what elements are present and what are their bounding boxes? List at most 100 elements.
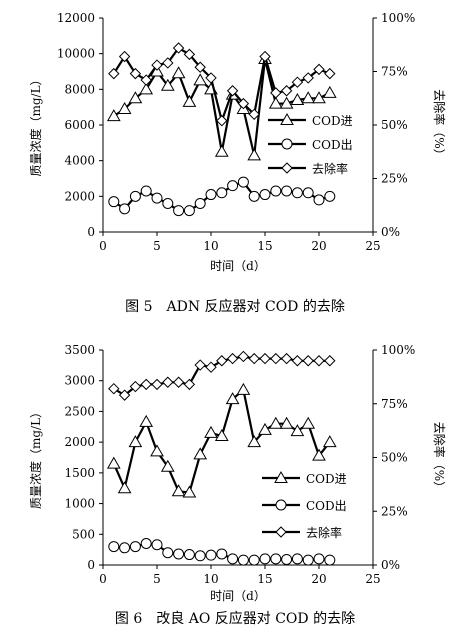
y-tick-label: 1500 bbox=[64, 466, 95, 480]
data-point bbox=[151, 539, 163, 551]
legend-marker bbox=[280, 112, 294, 125]
data-point bbox=[301, 91, 316, 104]
y2-tick-label: 100% bbox=[381, 11, 415, 25]
data-point bbox=[183, 205, 195, 217]
data-point bbox=[237, 176, 249, 188]
data-point bbox=[291, 355, 304, 367]
legend-bg bbox=[264, 159, 372, 177]
data-point bbox=[204, 425, 218, 438]
y2-tick-label: 50% bbox=[381, 451, 408, 465]
data-point bbox=[302, 355, 314, 367]
data-point bbox=[205, 361, 217, 373]
data-point bbox=[237, 97, 250, 110]
data-point bbox=[247, 148, 262, 161]
data-point bbox=[259, 553, 271, 565]
y-tick-label: 2500 bbox=[64, 404, 95, 418]
data-point bbox=[205, 72, 217, 84]
data-point bbox=[173, 548, 185, 560]
data-point bbox=[291, 553, 303, 565]
data-point bbox=[302, 187, 314, 199]
data-point bbox=[226, 85, 239, 97]
data-point bbox=[302, 554, 314, 566]
data-point bbox=[270, 185, 282, 197]
data-point bbox=[118, 50, 131, 63]
data-point bbox=[194, 61, 206, 73]
x-tick-label: 15 bbox=[257, 572, 272, 586]
data-point bbox=[106, 456, 121, 469]
data-point bbox=[129, 190, 141, 202]
data-point bbox=[128, 91, 143, 104]
data-point bbox=[117, 101, 132, 114]
data-point bbox=[205, 189, 217, 201]
legend-label: COD出 bbox=[306, 499, 347, 513]
data-point bbox=[225, 392, 240, 405]
data-point bbox=[248, 190, 260, 202]
data-point bbox=[150, 444, 164, 457]
legend-marker bbox=[281, 138, 293, 150]
data-point bbox=[139, 82, 154, 95]
data-point bbox=[171, 66, 186, 79]
y2-axis-label: 去除率（%） bbox=[432, 89, 447, 160]
data-point bbox=[268, 416, 283, 429]
data-point bbox=[227, 180, 239, 192]
data-point bbox=[106, 109, 121, 122]
legend-marker bbox=[281, 162, 293, 174]
data-point bbox=[322, 85, 337, 98]
data-point bbox=[183, 48, 196, 61]
data-point bbox=[129, 67, 142, 80]
data-point bbox=[248, 554, 260, 566]
data-point bbox=[108, 382, 120, 395]
y-tick-label: 3000 bbox=[64, 374, 95, 388]
data-point bbox=[270, 352, 282, 365]
data-point bbox=[129, 380, 142, 393]
y-tick-label: 0 bbox=[87, 225, 95, 239]
y-tick-label: 500 bbox=[72, 527, 95, 541]
data-point bbox=[214, 144, 229, 157]
data-point bbox=[172, 42, 185, 54]
data-point bbox=[281, 553, 293, 565]
data-point bbox=[129, 541, 141, 553]
data-point bbox=[248, 352, 260, 365]
y-tick-label: 0 bbox=[87, 558, 95, 572]
y2-tick-label: 0% bbox=[381, 225, 400, 239]
figure-caption: 图 6 改良 AO 反应器对 COD 的去除 bbox=[114, 611, 356, 627]
data-point bbox=[290, 93, 305, 106]
data-point bbox=[237, 350, 250, 363]
data-point bbox=[324, 554, 336, 566]
data-point bbox=[259, 50, 271, 63]
y-tick-label: 6000 bbox=[64, 118, 95, 132]
y-tick-label: 10000 bbox=[57, 47, 95, 61]
data-point bbox=[193, 447, 208, 460]
data-point bbox=[151, 59, 163, 71]
data-point bbox=[140, 378, 152, 391]
data-point bbox=[162, 197, 174, 209]
chart-adn-reactor: 0 5 10 15 20 25 0 2000 4000 6000 8000 10000 12000 0% 2… bbox=[28, 11, 447, 273]
legend-label: COD出 bbox=[312, 138, 353, 152]
data-point bbox=[322, 435, 337, 448]
y2-tick-label: 75% bbox=[381, 397, 408, 411]
y-tick-label: 4000 bbox=[64, 154, 95, 168]
data-point bbox=[279, 96, 294, 109]
data-point bbox=[268, 96, 283, 109]
data-point bbox=[128, 435, 143, 448]
data-point bbox=[151, 378, 163, 391]
data-point bbox=[140, 185, 152, 197]
data-point bbox=[108, 541, 120, 553]
data-point bbox=[160, 78, 175, 91]
data-point bbox=[172, 376, 185, 388]
data-point bbox=[291, 76, 304, 88]
data-point bbox=[183, 549, 195, 561]
y-tick-label: 8000 bbox=[64, 82, 95, 96]
data-point bbox=[248, 108, 260, 121]
data-point bbox=[140, 538, 152, 549]
legend-label: 去除率 bbox=[312, 161, 348, 176]
y2-tick-label: 25% bbox=[381, 172, 408, 186]
y-tick-label: 2000 bbox=[64, 189, 95, 203]
data-point bbox=[171, 484, 186, 497]
data-point bbox=[270, 87, 282, 99]
data-point bbox=[259, 189, 271, 201]
data-point bbox=[216, 115, 228, 127]
data-point bbox=[193, 73, 208, 86]
y-tick-label: 12000 bbox=[57, 11, 95, 25]
